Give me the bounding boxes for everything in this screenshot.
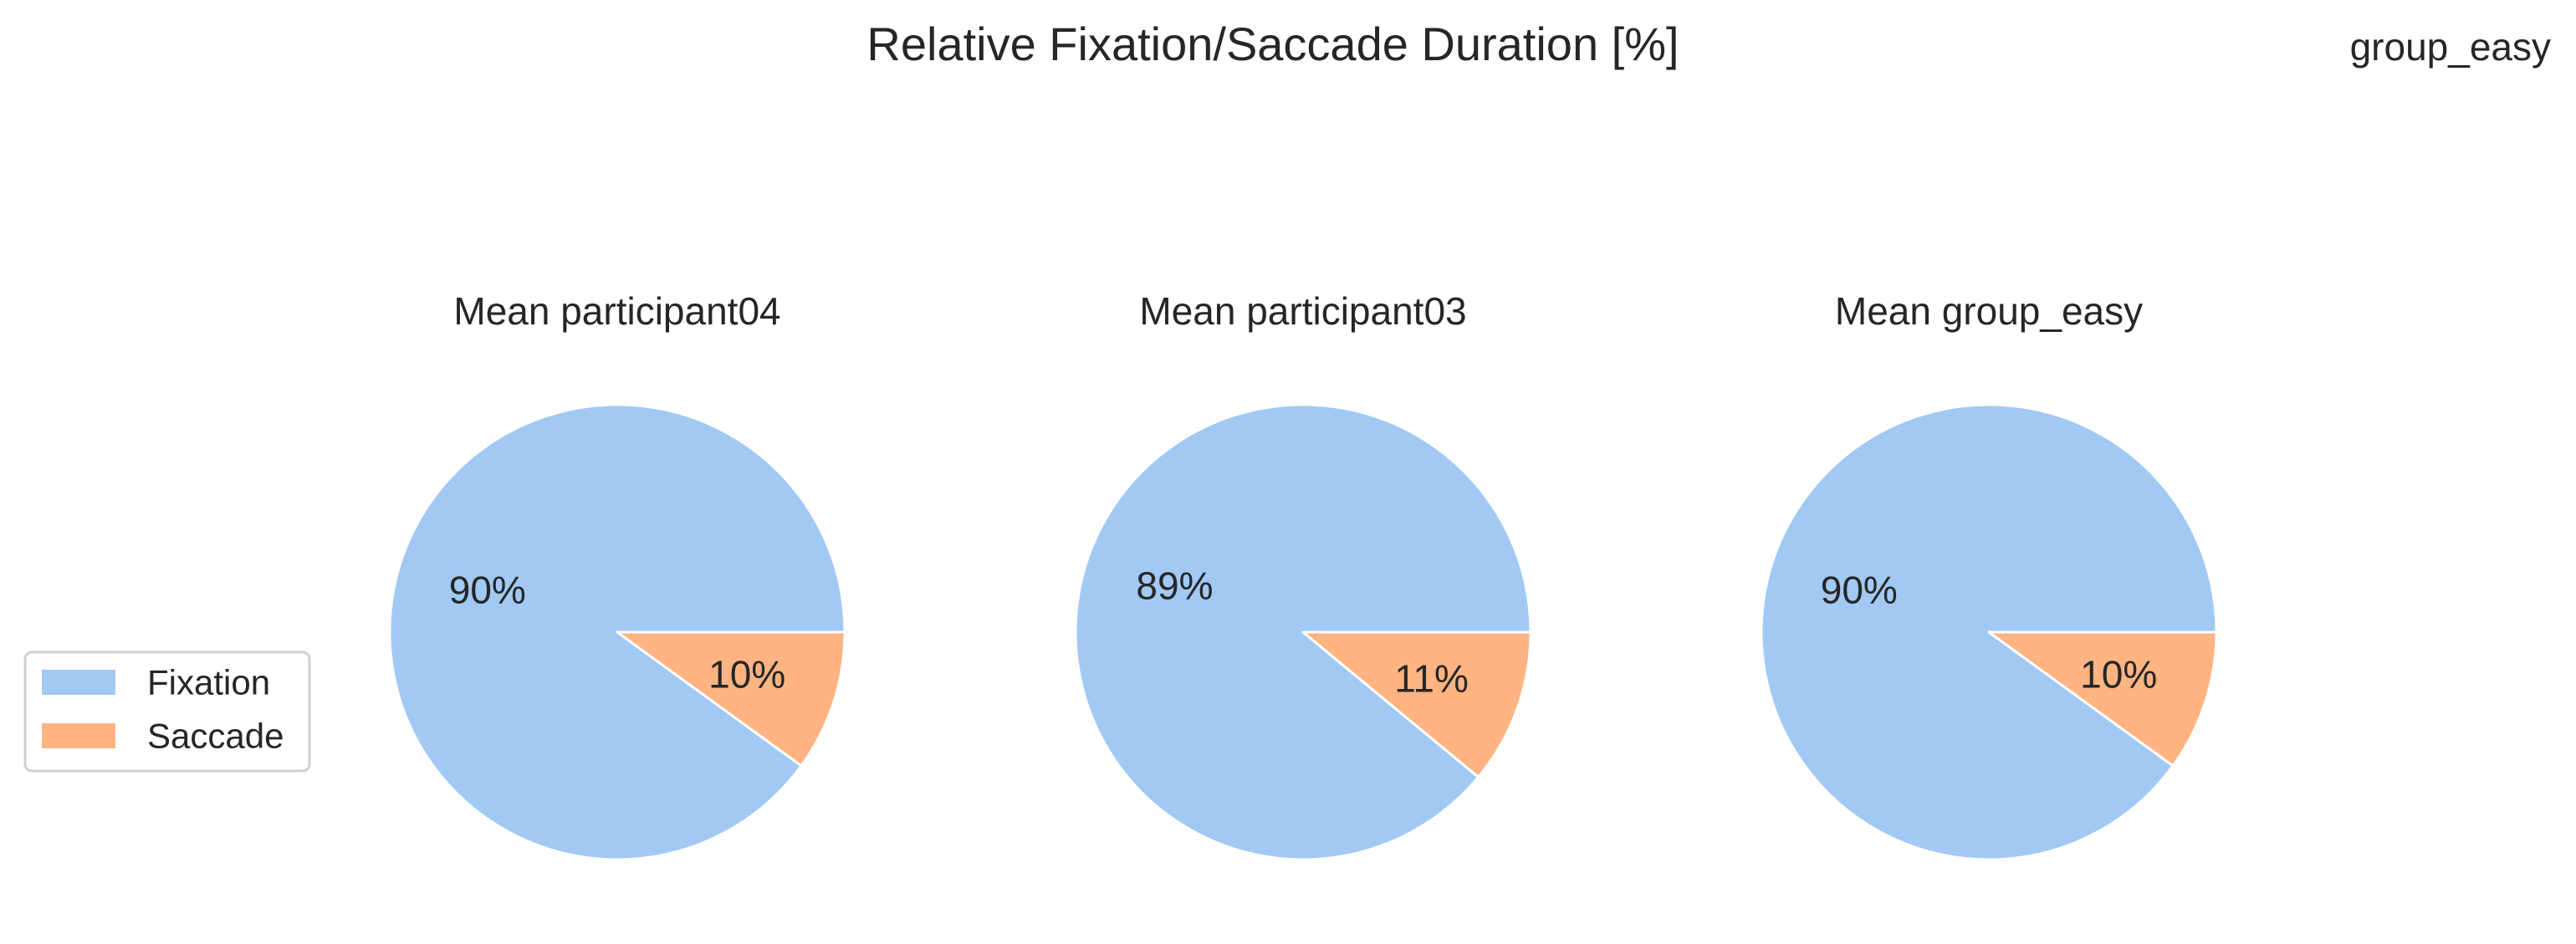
pie-title: Mean participant03	[1139, 289, 1466, 333]
legend: Fixation Saccade	[23, 651, 311, 773]
pie-percent-label: 10%	[2080, 652, 2157, 696]
pie-percent-label: 10%	[708, 652, 785, 696]
figure-title: Relative Fixation/Saccade Duration [%]	[866, 18, 1679, 70]
pie-percent-label: 90%	[449, 569, 526, 612]
pie-percent-label: 11%	[1394, 656, 1469, 700]
pie-slice-saccade	[1987, 630, 2218, 768]
figure-corner-label: group_easy	[2350, 25, 2551, 69]
pie-title: Mean participant04	[453, 289, 780, 333]
legend-label-fixation: Fixation	[147, 663, 270, 702]
pie-title: Mean group_easy	[1835, 289, 2143, 333]
pie-percent-label: 89%	[1136, 564, 1213, 608]
pie-chart-2: Mean participant03 89% 11%	[1074, 289, 1532, 861]
legend-swatch-fixation	[42, 670, 115, 695]
legend-swatch-saccade	[42, 723, 115, 748]
pie-percent-label: 90%	[1821, 569, 1898, 612]
pie-chart-1: Mean participant04 90% 10%	[388, 289, 846, 861]
legend-label-saccade: Saccade	[147, 717, 284, 756]
pie-chart-3: Mean group_easy 90% 10%	[1760, 289, 2218, 861]
pie-slice-saccade	[616, 630, 846, 768]
pie-slice-saccade	[1301, 630, 1532, 778]
